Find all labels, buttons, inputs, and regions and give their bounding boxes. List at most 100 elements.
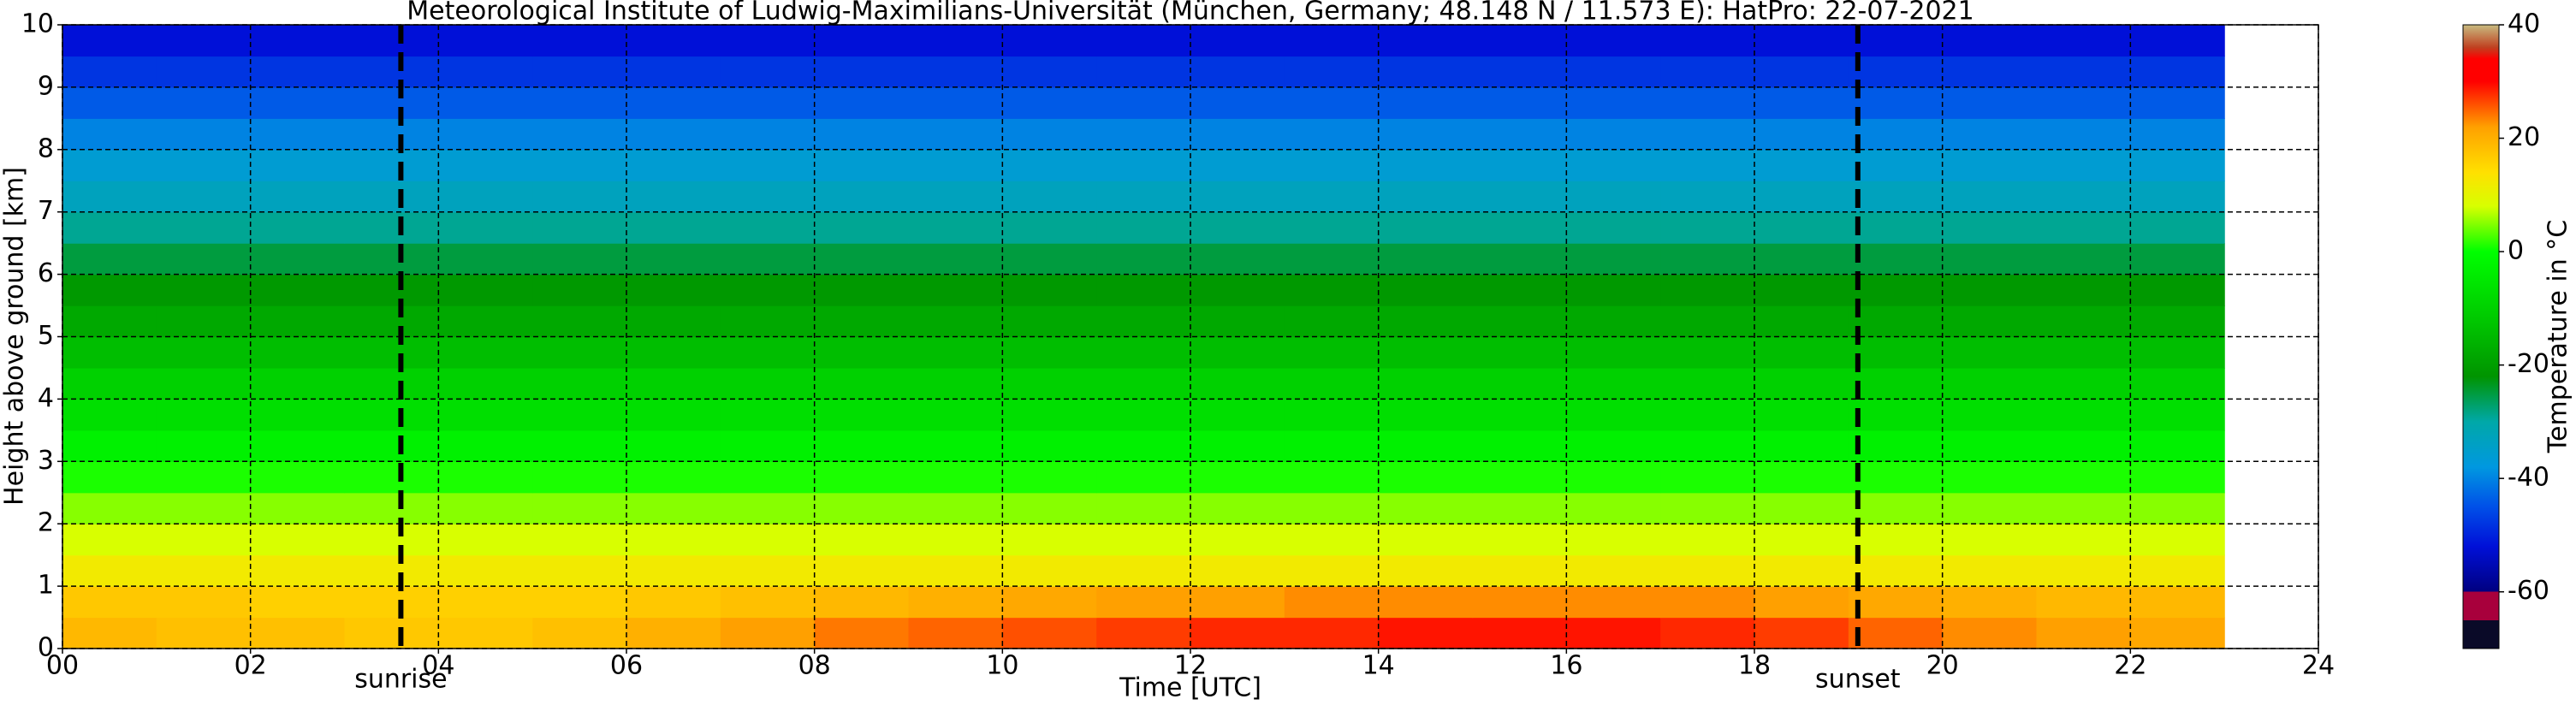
heat-cell bbox=[1754, 399, 1849, 431]
heat-cell bbox=[1848, 305, 1944, 338]
heat-cell bbox=[1284, 461, 1380, 494]
heat-cell bbox=[1754, 56, 1849, 88]
heat-cell bbox=[1942, 430, 2038, 462]
heat-cell bbox=[532, 86, 627, 119]
heat-cell bbox=[1472, 367, 1567, 400]
y-tick-label: 7 bbox=[38, 196, 54, 226]
heat-cell bbox=[1472, 118, 1567, 151]
heat-cell bbox=[908, 367, 1003, 400]
heat-cell bbox=[2130, 492, 2225, 524]
heat-cell bbox=[1754, 243, 1849, 275]
heat-cell bbox=[1566, 243, 1661, 275]
heat-cell bbox=[1848, 461, 1944, 494]
heat-cell bbox=[62, 56, 157, 88]
heat-cell bbox=[250, 243, 346, 275]
heat-cell bbox=[1472, 554, 1567, 587]
heat-cell bbox=[1848, 430, 1944, 462]
heat-cell bbox=[720, 56, 816, 88]
heat-cell bbox=[626, 149, 721, 181]
heat-cell bbox=[1754, 586, 1849, 619]
y-tick-label: 3 bbox=[38, 446, 54, 476]
heat-cell bbox=[1378, 305, 1474, 338]
heat-cell bbox=[1284, 336, 1380, 369]
heat-cell bbox=[250, 181, 346, 213]
heat-cell bbox=[814, 430, 910, 462]
heat-cell bbox=[1942, 461, 2038, 494]
heat-cell bbox=[814, 554, 910, 587]
heat-cell bbox=[1848, 524, 1944, 556]
heat-cell bbox=[1002, 211, 1097, 244]
heat-cell bbox=[1848, 492, 1944, 524]
heat-cell bbox=[720, 430, 816, 462]
heat-cell bbox=[156, 25, 252, 57]
heat-cell bbox=[1190, 149, 1285, 181]
heat-cell bbox=[1660, 586, 1755, 619]
heat-cell bbox=[344, 430, 439, 462]
heat-cell bbox=[62, 243, 157, 275]
heat-cell bbox=[438, 181, 533, 213]
heat-cell bbox=[1190, 86, 1285, 119]
heat-cell bbox=[2036, 336, 2131, 369]
heat-cell bbox=[532, 274, 627, 306]
heat-cell bbox=[2130, 586, 2225, 619]
heat-cell bbox=[1378, 56, 1474, 88]
heat-cell bbox=[1660, 305, 1755, 338]
heat-cell bbox=[1378, 617, 1474, 649]
heat-cell bbox=[908, 430, 1003, 462]
heat-cell bbox=[1096, 336, 1191, 369]
heat-cell bbox=[250, 149, 346, 181]
heat-cell bbox=[2130, 181, 2225, 213]
heat-cell bbox=[1942, 181, 2038, 213]
heat-cell bbox=[1848, 399, 1944, 431]
heat-cell bbox=[1472, 181, 1567, 213]
heat-cell bbox=[250, 617, 346, 649]
heat-cell bbox=[156, 586, 252, 619]
heat-cell bbox=[532, 118, 627, 151]
x-tick-label: 02 bbox=[234, 651, 267, 681]
heat-cell bbox=[438, 86, 533, 119]
y-tick-label: 10 bbox=[21, 9, 54, 39]
heat-cell bbox=[156, 86, 252, 119]
y-tick-label: 1 bbox=[38, 571, 54, 601]
heat-cell bbox=[250, 430, 346, 462]
heat-cell bbox=[1660, 211, 1755, 244]
heat-cell bbox=[1190, 243, 1285, 275]
heat-cell bbox=[1660, 399, 1755, 431]
x-tick-label: 08 bbox=[798, 651, 831, 681]
heat-cell bbox=[250, 586, 346, 619]
heat-cell bbox=[344, 211, 439, 244]
heat-cell bbox=[720, 274, 816, 306]
heat-cell bbox=[1002, 118, 1097, 151]
heat-cell bbox=[1472, 56, 1567, 88]
heat-cell bbox=[344, 524, 439, 556]
heat-cell bbox=[720, 586, 816, 619]
heat-cell bbox=[1378, 86, 1474, 119]
heat-cell bbox=[62, 461, 157, 494]
heat-cell bbox=[908, 554, 1003, 587]
heat-cell bbox=[814, 399, 910, 431]
heat-cell bbox=[1660, 524, 1755, 556]
heat-cell bbox=[2036, 430, 2131, 462]
heat-cell bbox=[438, 586, 533, 619]
heat-cell bbox=[1566, 617, 1661, 649]
heat-cell bbox=[1566, 399, 1661, 431]
heat-cell bbox=[1660, 149, 1755, 181]
heat-cell bbox=[2036, 211, 2131, 244]
heat-cell bbox=[532, 181, 627, 213]
heat-cell bbox=[626, 367, 721, 400]
heat-cell bbox=[1942, 399, 2038, 431]
heat-cell bbox=[1848, 617, 1944, 649]
heat-cell bbox=[626, 56, 721, 88]
heat-cell bbox=[2036, 305, 2131, 338]
heat-cell bbox=[438, 492, 533, 524]
heat-cell bbox=[1660, 56, 1755, 88]
heat-cell bbox=[344, 617, 439, 649]
heat-cell bbox=[1472, 243, 1567, 275]
heat-cell bbox=[156, 461, 252, 494]
heat-cell bbox=[1472, 86, 1567, 119]
heat-cell bbox=[1284, 25, 1380, 57]
heat-cell bbox=[1848, 336, 1944, 369]
heat-cell bbox=[1566, 118, 1661, 151]
heat-cell bbox=[344, 586, 439, 619]
heat-cell bbox=[1566, 430, 1661, 462]
